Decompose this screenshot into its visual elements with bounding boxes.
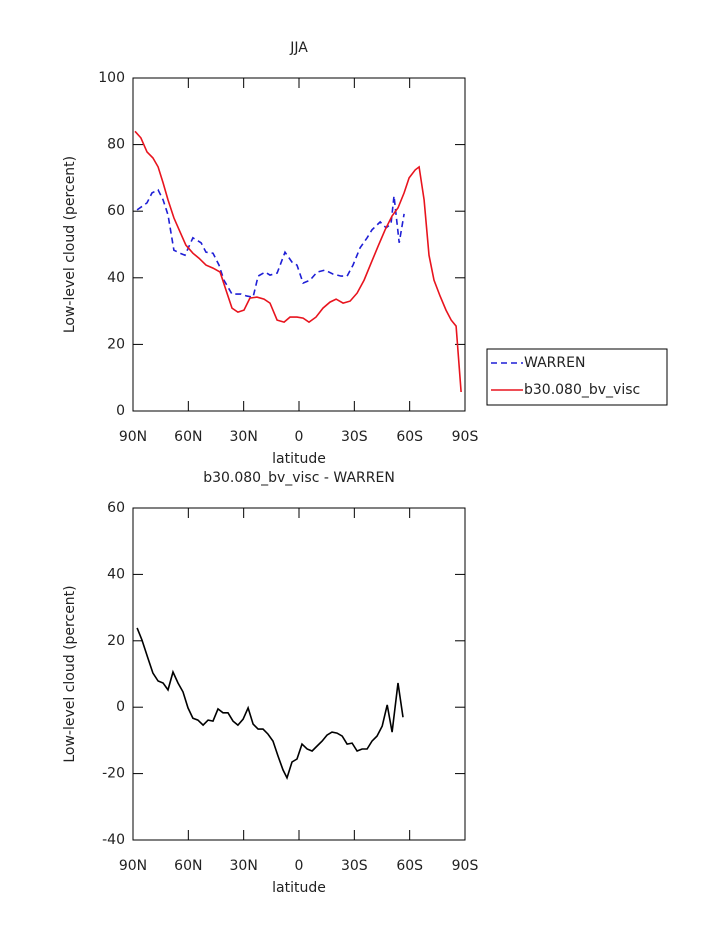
x-tick-label: 60N bbox=[174, 858, 202, 874]
y-tick-label: 80 bbox=[107, 137, 125, 153]
y-tick-label: 60 bbox=[107, 500, 125, 516]
x-tick-label: 60N bbox=[174, 429, 202, 445]
y-tick-label: 20 bbox=[107, 633, 125, 649]
legend-label: b30.080_bv_visc bbox=[524, 382, 640, 398]
data-line bbox=[136, 188, 405, 299]
x-tick-label: 30S bbox=[341, 429, 368, 445]
x-tick-label: 0 bbox=[295, 429, 304, 445]
y-tick-label: 0 bbox=[116, 699, 125, 715]
data-line bbox=[136, 627, 404, 781]
y-axis-label: Low-level cloud (percent) bbox=[62, 585, 78, 762]
x-tick-label: 90S bbox=[452, 858, 479, 874]
x-tick-label: 90S bbox=[452, 429, 479, 445]
x-tick-label: 90N bbox=[119, 429, 147, 445]
x-axis-label: latitude bbox=[272, 880, 326, 896]
plot-frame bbox=[132, 77, 466, 412]
y-tick-label: 60 bbox=[107, 203, 125, 219]
x-tick-label: 30N bbox=[230, 858, 258, 874]
x-tick-label: 30S bbox=[341, 858, 368, 874]
y-tick-label: -20 bbox=[102, 766, 125, 782]
x-tick-label: 30N bbox=[230, 429, 258, 445]
plot-frame bbox=[132, 507, 466, 841]
y-tick-label: -40 bbox=[102, 832, 125, 848]
x-tick-label: 90N bbox=[119, 858, 147, 874]
legend-label: WARREN bbox=[524, 355, 585, 371]
x-tick-label: 60S bbox=[396, 858, 423, 874]
data-line bbox=[134, 130, 462, 393]
y-axis-label: Low-level cloud (percent) bbox=[62, 156, 78, 333]
chart-title: b30.080_bv_visc - WARREN bbox=[203, 470, 395, 486]
x-axis-label: latitude bbox=[272, 451, 326, 467]
y-tick-label: 100 bbox=[98, 70, 125, 86]
x-tick-label: 0 bbox=[295, 858, 304, 874]
legend-box bbox=[486, 348, 668, 406]
x-tick-label: 60S bbox=[396, 429, 423, 445]
chart-title: JJA bbox=[289, 40, 308, 56]
y-tick-label: 20 bbox=[107, 336, 125, 352]
y-tick-label: 40 bbox=[107, 270, 125, 286]
y-tick-label: 0 bbox=[116, 403, 125, 419]
y-tick-label: 40 bbox=[107, 566, 125, 582]
